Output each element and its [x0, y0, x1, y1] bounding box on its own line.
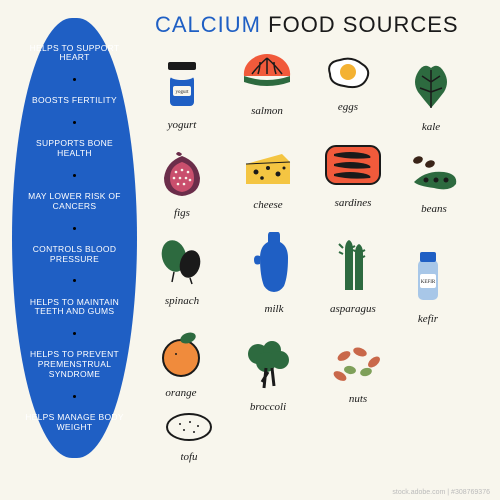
food-yogurt: yogurt yogurt: [160, 58, 204, 131]
svg-text:KEFIR: KEFIR: [421, 280, 436, 285]
food-label: sardines: [322, 197, 384, 209]
separator-dot: [73, 227, 76, 230]
watermark: stock.adobe.com | #308769376: [392, 489, 490, 496]
yogurt-icon: yogurt: [160, 58, 204, 117]
food-sardines: sardines: [322, 140, 384, 209]
separator-dot: [73, 279, 76, 282]
benefit-item: HELPS TO PREVENT PREMENSTRUAL SYNDROME: [20, 350, 129, 379]
food-label: yogurt: [160, 119, 204, 131]
separator-dot: [73, 174, 76, 177]
food-spinach: spinach: [156, 238, 208, 307]
kale-icon: [406, 58, 456, 119]
benefit-item: SUPPORTS BONE HEALTH: [20, 139, 129, 159]
page-title: CALCIUM FOOD SOURCES: [155, 12, 459, 38]
food-label: kale: [406, 121, 456, 133]
kefir-icon: KEFIR: [408, 248, 448, 311]
food-label: orange: [156, 387, 206, 399]
watermark-site: stock.adobe.com: [392, 489, 445, 496]
separator-dot: [73, 395, 76, 398]
food-milk: milk: [250, 228, 298, 315]
food-label: eggs: [322, 101, 374, 113]
food-label: nuts: [330, 393, 386, 405]
food-label: asparagus: [330, 303, 376, 315]
title-word-food-sources: FOOD SOURCES: [268, 12, 458, 37]
food-kefir: KEFIR kefir: [408, 248, 448, 325]
benefit-item: MAY LOWER RISK OF CANCERS: [20, 192, 129, 212]
svg-text:yogurt: yogurt: [175, 90, 189, 95]
food-label: tofu: [164, 451, 214, 463]
orange-icon: [156, 328, 206, 385]
food-cheese: cheese: [240, 148, 296, 211]
separator-dot: [73, 78, 76, 81]
food-figs: figs: [156, 148, 208, 219]
sardines-icon: [322, 140, 384, 195]
asparagus-icon: [331, 234, 375, 301]
food-salmon: salmon: [238, 48, 296, 117]
nuts-icon: [330, 342, 386, 391]
food-label: figs: [156, 207, 208, 219]
figs-icon: [156, 148, 208, 205]
watermark-id: 308769376: [455, 489, 490, 496]
food-grid: yogurt yogurt salmon eggs kale figs: [150, 48, 490, 488]
food-label: salmon: [238, 105, 296, 117]
benefit-item: HELPS TO SUPPORT HEART: [20, 44, 129, 64]
food-tofu: tofu: [164, 410, 214, 463]
title-word-calcium: CALCIUM: [155, 12, 261, 37]
food-label: milk: [250, 303, 298, 315]
beans-icon: [406, 148, 462, 201]
milk-icon: [250, 228, 298, 301]
eggs-icon: [322, 54, 374, 99]
tofu-icon: [164, 410, 214, 449]
food-label: beans: [406, 203, 462, 215]
food-asparagus: asparagus: [330, 234, 376, 315]
benefit-item: BOOSTS FERTILITY: [32, 96, 117, 106]
benefits-sidebar: HELPS TO SUPPORT HEART BOOSTS FERTILITY …: [12, 18, 137, 458]
food-orange: orange: [156, 328, 206, 399]
spinach-icon: [156, 238, 208, 293]
benefit-item: HELPS TO MAINTAIN TEETH AND GUMS: [20, 298, 129, 318]
salmon-icon: [238, 48, 296, 103]
food-label: spinach: [156, 295, 208, 307]
separator-dot: [73, 332, 76, 335]
food-eggs: eggs: [322, 54, 374, 113]
food-label: kefir: [408, 313, 448, 325]
food-label: broccoli: [242, 401, 294, 413]
cheese-icon: [240, 148, 296, 197]
food-kale: kale: [406, 58, 456, 133]
food-label: cheese: [240, 199, 296, 211]
separator-dot: [73, 121, 76, 124]
food-broccoli: broccoli: [242, 338, 294, 413]
benefit-item: HELPS MANAGE BODY WEIGHT: [20, 413, 129, 433]
broccoli-icon: [242, 338, 294, 399]
benefit-item: CONTROLS BLOOD PRESSURE: [20, 245, 129, 265]
food-beans: beans: [406, 148, 462, 215]
food-nuts: nuts: [330, 342, 386, 405]
